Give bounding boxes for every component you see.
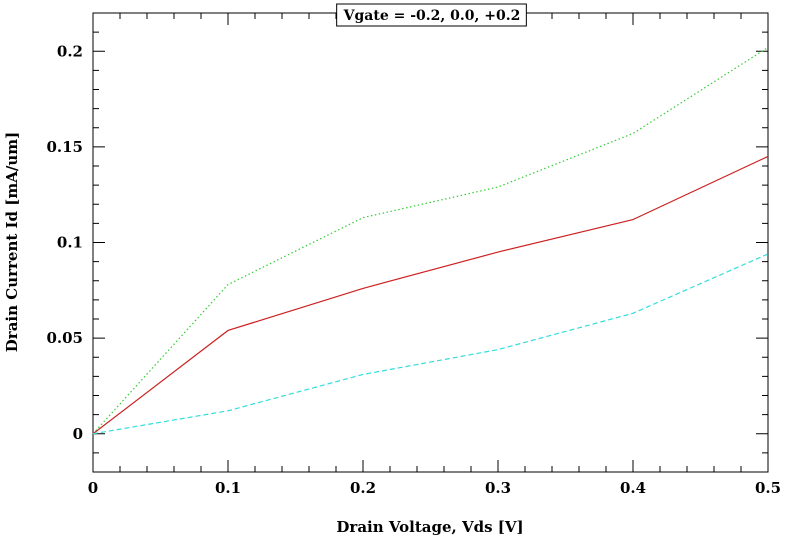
x-tick-label: 0: [88, 479, 98, 497]
legend: Vgate = -0.2, 0.0, +0.2: [336, 3, 527, 27]
x-tick-label: 0.3: [485, 479, 511, 497]
major-ticks: [92, 13, 769, 472]
series-lines: [92, 46, 769, 435]
x-tick-label: 0.5: [755, 479, 781, 497]
x-tick-label: 0.1: [215, 479, 241, 497]
y-tick-labels: 0 0.05 0.1 0.15 0.2: [46, 42, 83, 443]
x-tick-label: 0.4: [620, 479, 646, 497]
plot-frame: [92, 12, 769, 473]
y-tick-label: 0: [73, 425, 83, 443]
legend-box: [336, 3, 527, 27]
series-line-1: [92, 46, 769, 435]
series-line-2: [92, 155, 769, 435]
minor-ticks: [93, 13, 768, 472]
x-tick-label: 0.2: [350, 479, 376, 497]
x-axis-title: Drain Voltage, Vds [V]: [336, 518, 523, 536]
y-tick-label: 0.05: [46, 329, 83, 347]
y-tick-label: 0.1: [57, 234, 83, 252]
legend-label: Vgate = -0.2, 0.0, +0.2: [343, 8, 521, 24]
y-tick-label: 0.2: [57, 42, 83, 60]
y-tick-label: 0.15: [46, 138, 83, 156]
series-line-3: [92, 253, 769, 435]
x-tick-labels: 0 0.1 0.2 0.3 0.4 0.5: [88, 479, 781, 497]
y-axis-title: Drain Current Id [mA/um]: [3, 132, 21, 352]
